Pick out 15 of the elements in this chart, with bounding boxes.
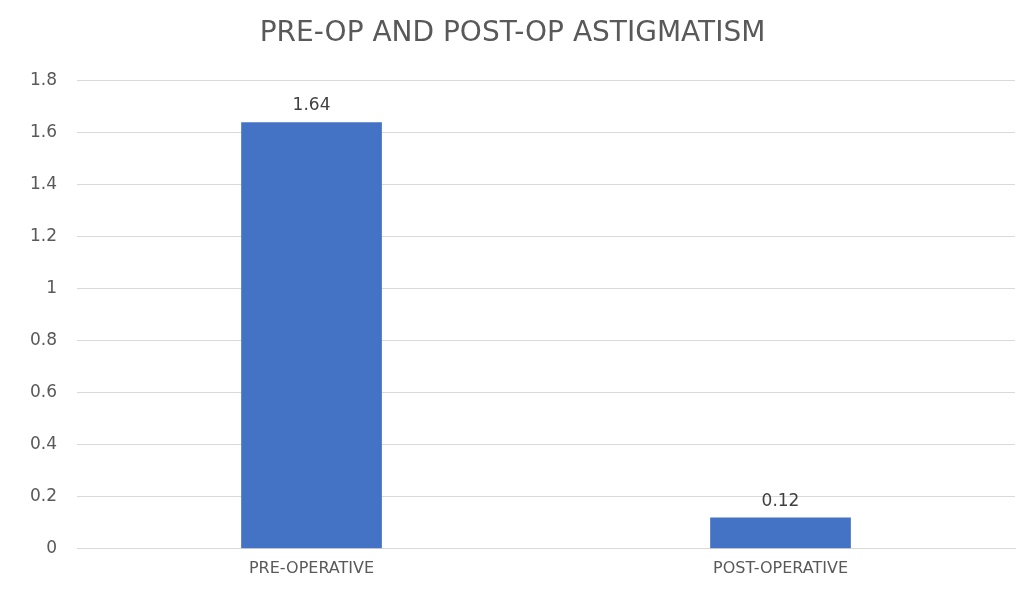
y-tick-label: 1.8 [29,69,58,90]
y-tick-label: 1.4 [29,173,58,194]
data-label: 1.64 [292,94,331,115]
y-tick-label: 1.2 [29,225,58,246]
chart-title: PRE-OP AND POST-OP ASTIGMATISM [259,15,766,49]
y-tick-label: 0.4 [29,433,58,454]
y-tick-label: 0.6 [29,381,58,402]
x-tick-label: PRE-OPERATIVE [248,557,375,577]
x-tick-label: POST-OPERATIVE [713,557,849,577]
y-tick-label: 0.2 [29,485,58,506]
y-tick-label: 0.8 [29,329,58,350]
data-label: 0.12 [761,489,800,510]
y-tick-label: 1.6 [29,121,58,142]
y-tick-label: 0 [46,537,58,558]
y-tick-label: 1 [46,277,58,298]
